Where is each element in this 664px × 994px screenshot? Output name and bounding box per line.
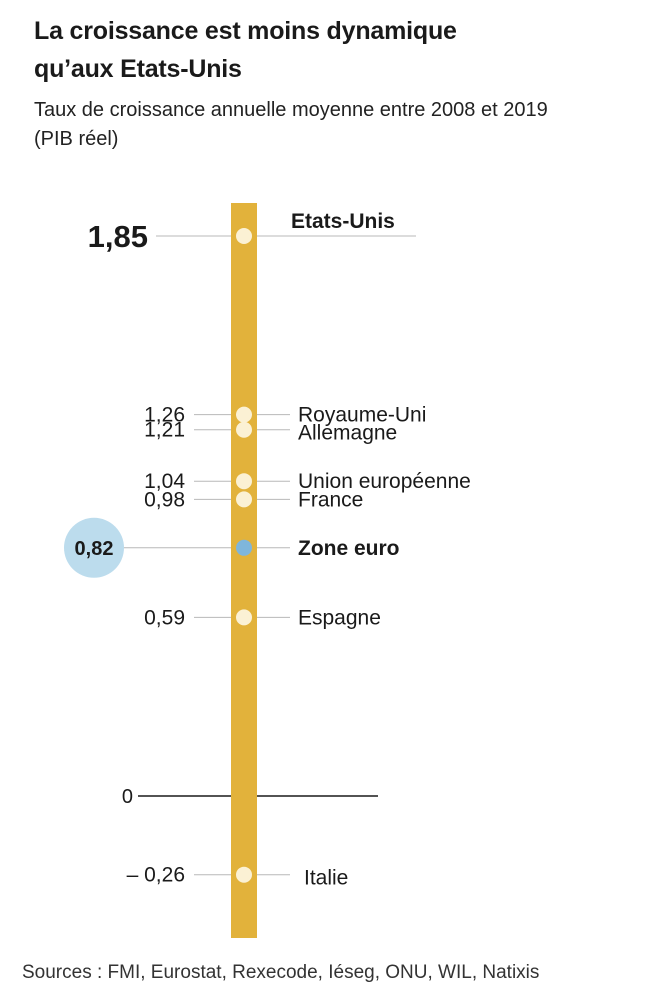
value-label: 0,59 [144, 606, 185, 629]
country-label: France [298, 488, 363, 511]
country-label: Zone euro [298, 537, 400, 560]
data-point-dot [236, 473, 252, 490]
country-label: Allemagne [298, 422, 397, 445]
data-point-dot [236, 421, 252, 438]
data-point-dot [236, 491, 252, 508]
highlight-value-circle [64, 517, 124, 578]
value-label: 1,85 [88, 219, 148, 254]
value-track-bar [231, 203, 257, 938]
data-point-dot [236, 406, 252, 423]
chart-title: La croissance est moins dynamique qu’aux… [34, 17, 457, 83]
value-label: 1,21 [144, 419, 185, 442]
data-point-dot [236, 866, 252, 883]
country-label: Etats-Unis [291, 210, 395, 233]
country-label: Union européenne [298, 470, 471, 493]
source-note: Sources : FMI, Eurostat, Rexecode, Iéseg… [22, 962, 540, 983]
value-label: – 0,26 [127, 864, 185, 887]
country-label: Royaume-Uni [298, 404, 426, 427]
value-label: 0,98 [144, 488, 185, 511]
data-point-dot [236, 228, 252, 244]
country-label: Italie [304, 867, 348, 890]
country-label: Espagne [298, 606, 381, 629]
value-label: 0,82 [75, 538, 114, 560]
value-label: 1,04 [144, 470, 185, 493]
chart-subtitle: Taux de croissance annuelle moyenne entr… [34, 99, 548, 150]
zero-tick-label: 0 [122, 786, 133, 808]
data-point-dot [236, 609, 252, 626]
value-label: 1,26 [144, 404, 185, 427]
data-point-dot [236, 539, 252, 556]
